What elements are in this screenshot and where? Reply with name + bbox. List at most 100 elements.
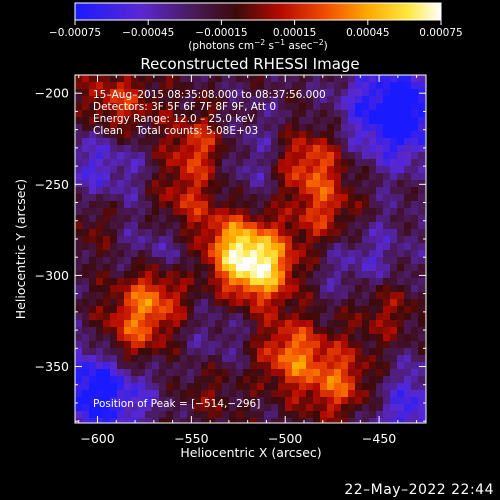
heatmap-cell [341,383,349,391]
heatmap-cell [299,103,307,111]
heatmap-cell [292,355,300,363]
heatmap-cell [236,397,244,405]
heatmap-cell [250,187,258,195]
heatmap-cell [131,187,139,195]
heatmap-cell [299,159,307,167]
heatmap-cell [278,145,286,153]
heatmap-cell [313,418,321,424]
heatmap-cell [369,208,377,216]
heatmap-cell [236,313,244,321]
heatmap-cell [194,397,202,405]
heatmap-cell [215,110,223,118]
heatmap-cell [243,369,251,377]
heatmap-cell [124,117,132,125]
heatmap-cell [82,418,90,424]
heatmap-cell [320,138,328,146]
heatmap-cell [285,145,293,153]
heatmap-cell [166,334,174,342]
heatmap-cell [264,82,272,90]
heatmap-cell [208,110,216,118]
heatmap-cell [180,348,188,356]
heatmap-cell [152,110,160,118]
heatmap-cell [306,152,314,160]
heatmap-cell [152,278,160,286]
heatmap-cell [285,222,293,230]
heatmap-cell [418,355,426,363]
heatmap-cell [390,180,398,188]
heatmap-cell [278,285,286,293]
heatmap-cell [194,215,202,223]
heatmap-cell [110,306,118,314]
heatmap-cell [180,236,188,244]
heatmap-cell [278,341,286,349]
heatmap-cell [236,250,244,258]
heatmap-cell [397,145,405,153]
heatmap-cell [299,327,307,335]
colorbar-tick-label: −0.00045 [122,27,174,39]
heatmap-cell [96,341,104,349]
heatmap-cell [292,390,300,398]
heatmap-cell [194,257,202,265]
heatmap-cell [201,222,209,230]
heatmap-cell [152,159,160,167]
heatmap-cell [124,383,132,391]
heatmap-cell [187,334,195,342]
heatmap-cell [89,222,97,230]
heatmap-cell [201,124,209,132]
heatmap-cell [89,299,97,307]
heatmap-cell [250,124,258,132]
heatmap-cell [124,222,132,230]
heatmap-cell [117,180,125,188]
heatmap-cell [369,117,377,125]
heatmap-cell [201,96,209,104]
heatmap-cell [257,152,265,160]
annotation-energy-range: Energy Range: 12.0 – 25.0 keV [93,113,255,125]
heatmap-cell [383,264,391,272]
heatmap-cell [201,285,209,293]
heatmap-cell [187,138,195,146]
heatmap-cell [194,271,202,279]
x-tick-label: −600 [80,431,114,446]
heatmap-cell [418,138,426,146]
heatmap-cell [222,271,230,279]
heatmap-cell [390,222,398,230]
heatmap-cell [194,180,202,188]
heatmap-cell [131,327,139,335]
heatmap-cell [257,159,265,167]
heatmap-cell [229,229,237,237]
heatmap-cell [341,341,349,349]
heatmap-cell [327,264,335,272]
heatmap-cell [222,187,230,195]
heatmap-cell [355,383,363,391]
heatmap-cell [159,383,167,391]
heatmap-cell [96,145,104,153]
heatmap-cell [390,418,398,424]
heatmap-cell [278,215,286,223]
heatmap-cell [313,187,321,195]
heatmap-cell [96,131,104,139]
heatmap-cell [383,110,391,118]
heatmap-cell [299,131,307,139]
heatmap-cell [229,215,237,223]
heatmap-cell [348,362,356,370]
heatmap-cell [201,236,209,244]
heatmap-cell [173,320,181,328]
heatmap-cell [390,264,398,272]
heatmap-cell [369,236,377,244]
heatmap-cell [362,257,370,265]
heatmap-cell [180,180,188,188]
heatmap-cell [369,418,377,424]
heatmap-cell [292,362,300,370]
heatmap-cell [229,355,237,363]
heatmap-cell [110,369,118,377]
heatmap-cell [173,236,181,244]
heatmap-cell [75,299,83,307]
heatmap-cell [327,194,335,202]
heatmap-cell [348,285,356,293]
heatmap-cell [334,355,342,363]
heatmap-cell [96,383,104,391]
heatmap-cell [383,194,391,202]
heatmap-cell [369,264,377,272]
heatmap-cell [208,341,216,349]
heatmap-cell [348,397,356,405]
